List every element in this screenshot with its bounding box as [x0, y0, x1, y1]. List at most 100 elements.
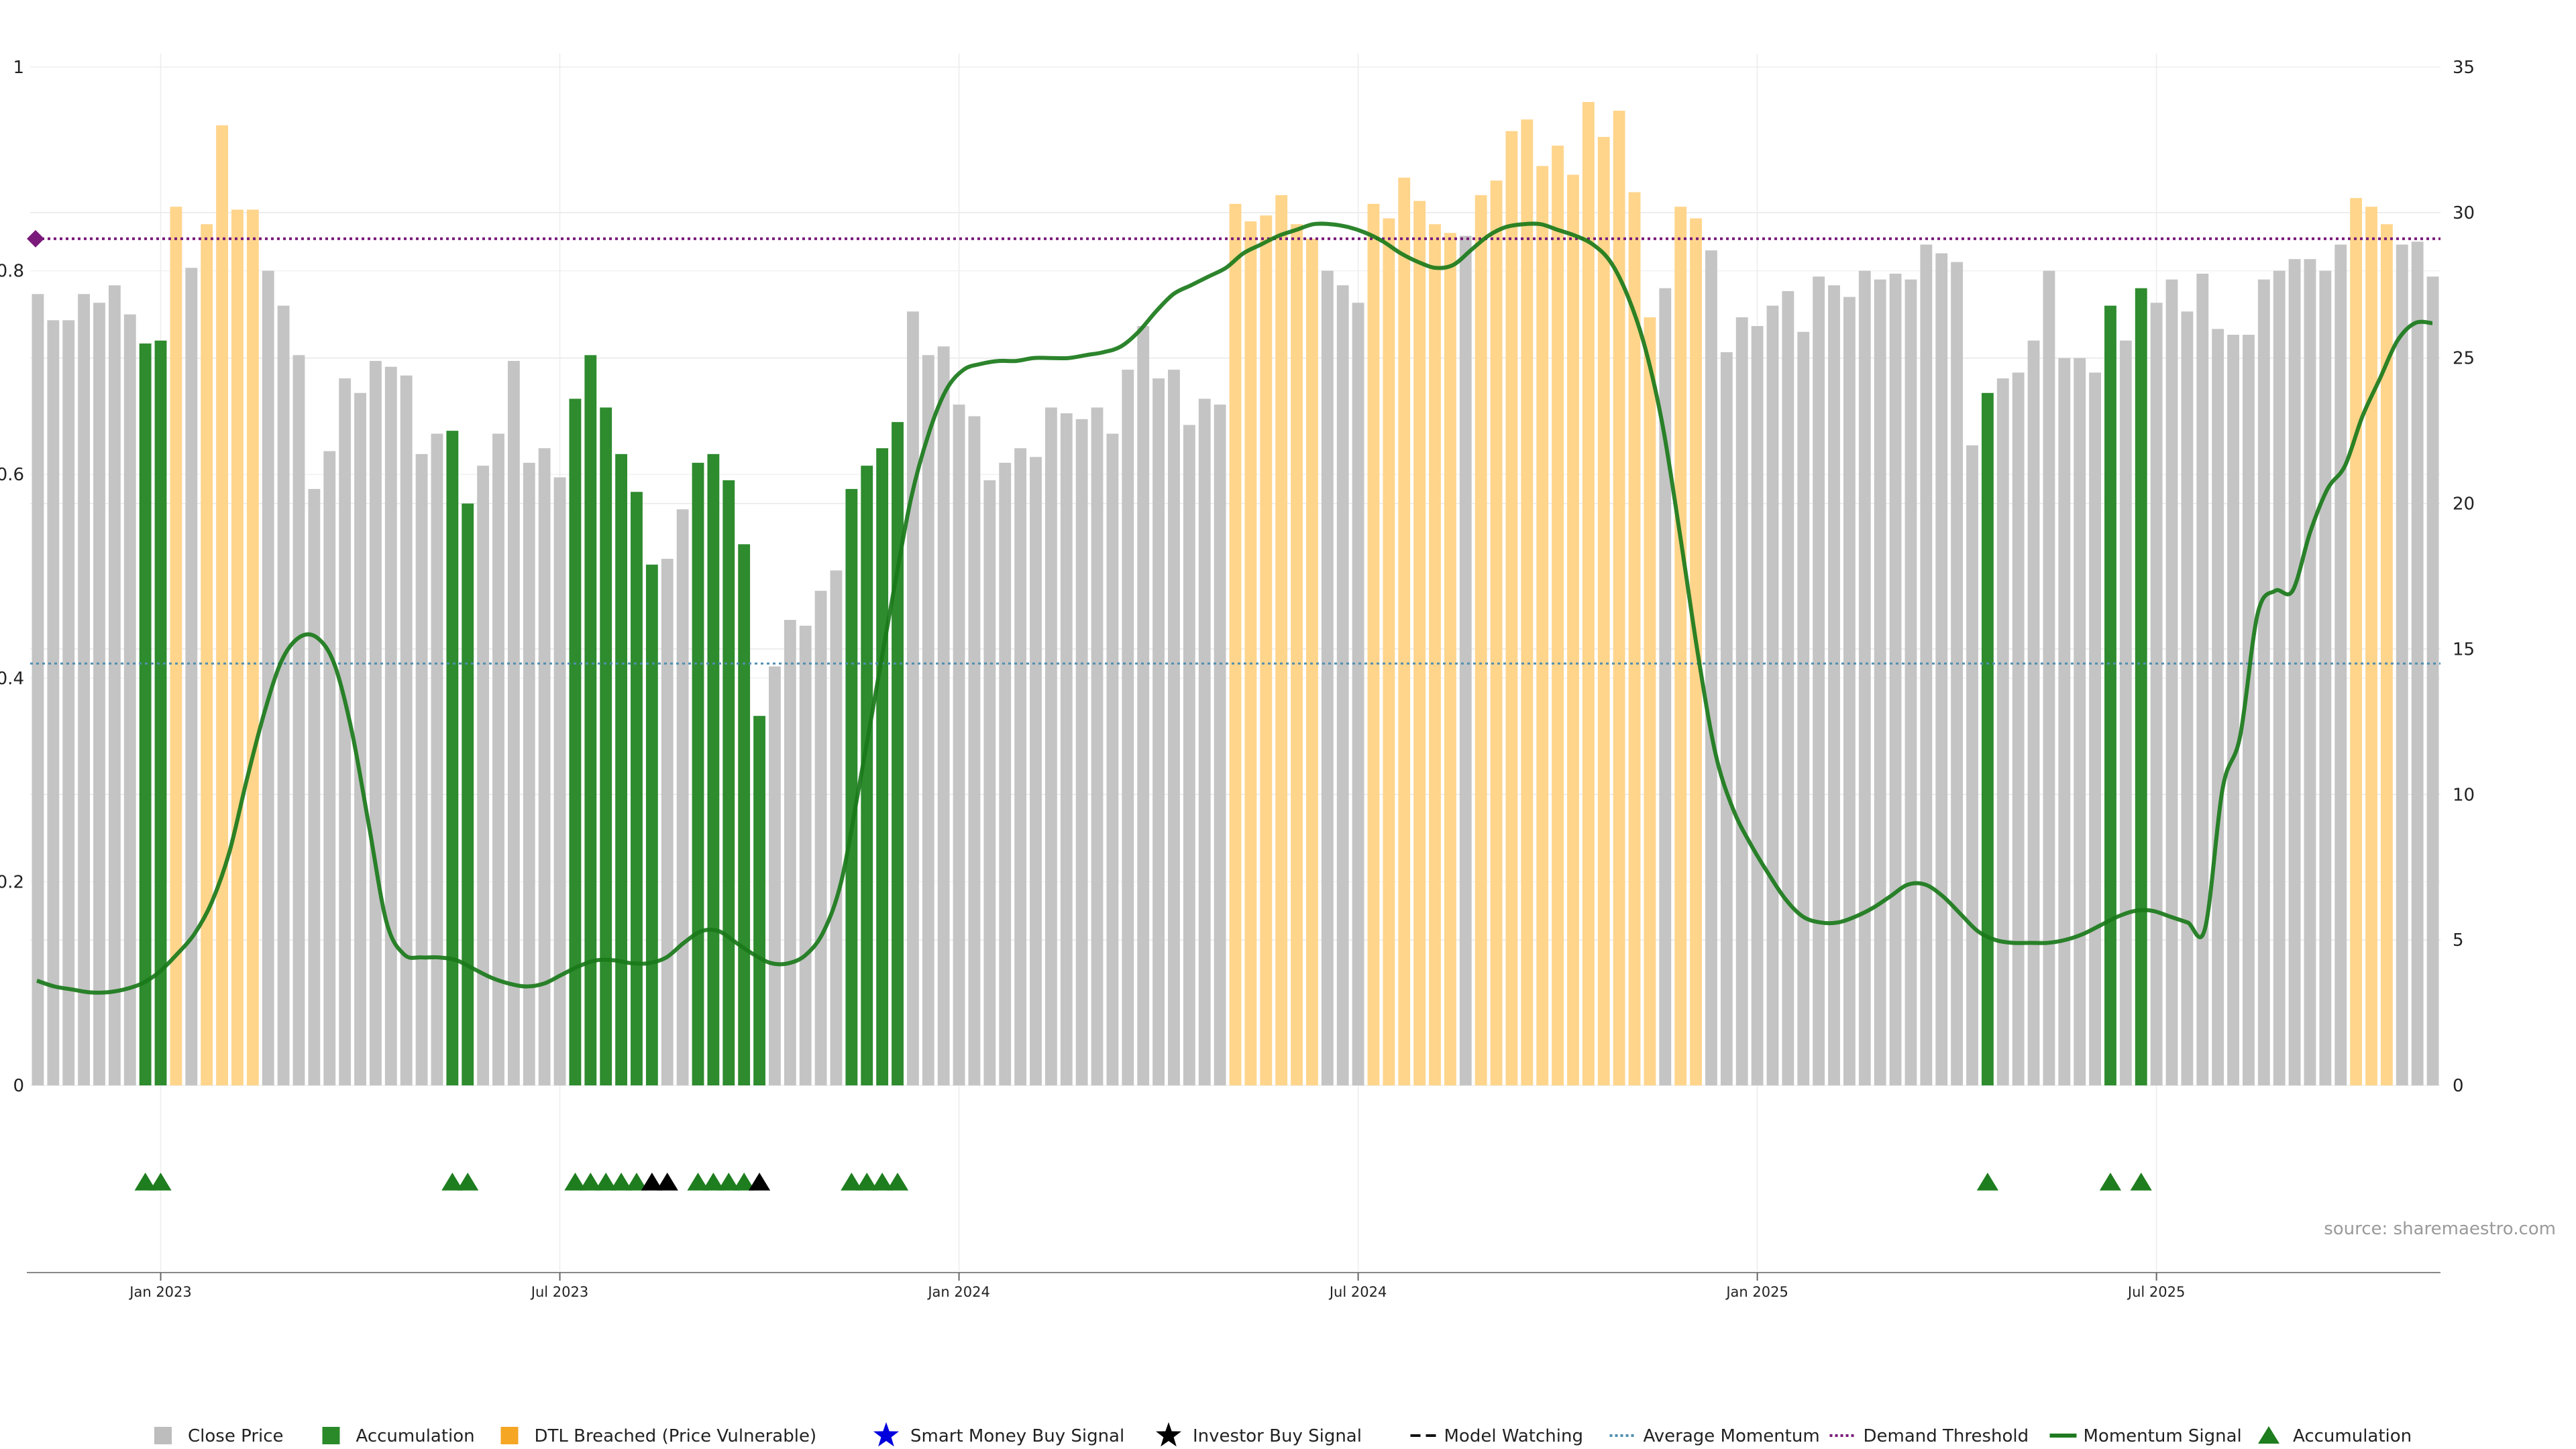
bar-dtl-breached [1490, 180, 1503, 1085]
demand-threshold-marker [27, 229, 44, 248]
bar-close-price [400, 375, 413, 1085]
bar-close-price [1336, 285, 1349, 1085]
left-axis-tick: 0.2 [0, 872, 24, 892]
bar-dtl-breached [1613, 111, 1625, 1085]
x-axis-tick: Jan 2025 [1725, 1284, 1788, 1300]
bar-accumulation [462, 503, 474, 1085]
accumulation-marker [886, 1173, 909, 1191]
left-axis-tick: 1 [13, 58, 24, 78]
bar-dtl-breached [1628, 192, 1641, 1085]
bar-close-price [983, 480, 996, 1085]
bar-close-price [507, 361, 520, 1085]
bar-dtl-breached [2365, 207, 2377, 1086]
bar-close-price [1782, 290, 1794, 1086]
bar-close-price [1996, 378, 2009, 1085]
bar-close-price [1766, 305, 1779, 1085]
bar-close-price [769, 666, 781, 1085]
bar-accumulation [753, 716, 765, 1085]
bar-dtl-breached [216, 125, 228, 1086]
legend-label: Close Price [188, 1426, 284, 1446]
bar-accumulation [446, 431, 459, 1085]
bar-close-price [922, 355, 934, 1085]
bar-close-price [354, 392, 366, 1085]
bar-close-price [1920, 244, 1933, 1085]
x-axis-tick: Jul 2025 [2127, 1284, 2185, 1300]
investor-buy-marker [748, 1173, 771, 1191]
bar-close-price [1797, 331, 1810, 1086]
bar-accumulation [615, 453, 628, 1085]
bar-close-price [553, 477, 566, 1085]
left-axis-tick: 0.8 [0, 262, 24, 282]
bar-close-price [1122, 370, 1134, 1085]
accumulation-marker [687, 1173, 709, 1191]
bar-dtl-breached [2350, 198, 2363, 1085]
bar-accumulation [1981, 392, 1994, 1085]
legend-item: Investor Buy Signal [1156, 1422, 1362, 1447]
bar-close-price [1459, 235, 1472, 1085]
bar-close-price [2273, 270, 2286, 1086]
bar-close-price [1044, 407, 1057, 1085]
right-axis-tick: 20 [2453, 494, 2475, 515]
bar-accumulation [569, 398, 582, 1085]
bar-close-price [2288, 259, 2301, 1085]
bar-dtl-breached [1429, 224, 1441, 1086]
bar-close-price [1352, 303, 1364, 1085]
bar-close-price [477, 466, 490, 1085]
bar-close-price [2089, 372, 2101, 1085]
bar-close-price [1735, 317, 1748, 1085]
accumulation-marker [733, 1173, 755, 1191]
bar-close-price [968, 416, 981, 1085]
bar-close-price [308, 488, 321, 1085]
bar-close-price [2257, 279, 2270, 1085]
bar-close-price [1813, 276, 1825, 1085]
bar-dtl-breached [1229, 203, 1242, 1086]
right-axis-tick: 30 [2453, 203, 2475, 223]
legend-label: Demand Threshold [1864, 1426, 2029, 1446]
bar-close-price [93, 303, 105, 1085]
bar-dtl-breached [201, 224, 213, 1086]
x-axis-tick: Jan 2023 [128, 1284, 192, 1300]
bar-close-price [262, 270, 274, 1086]
bar-close-price [523, 462, 535, 1085]
accumulation-marker [1976, 1173, 1998, 1191]
bar-close-price [185, 268, 198, 1085]
bar-close-price [1060, 413, 1073, 1085]
bar-dtl-breached [1597, 137, 1610, 1086]
bar-dtl-breached [170, 207, 182, 1086]
accumulation-marker [871, 1173, 894, 1191]
bar-close-price [2058, 358, 2071, 1086]
right-axis-tick: 0 [2453, 1076, 2464, 1096]
bar-close-price [47, 320, 60, 1086]
legend-label: DTL Breached (Price Vulnerable) [535, 1426, 817, 1446]
legend-swatch [154, 1427, 172, 1444]
bar-dtl-breached [1536, 166, 1549, 1086]
bar-close-price [2304, 259, 2316, 1085]
bar-dtl-breached [1244, 221, 1257, 1085]
bar-close-price [1075, 419, 1088, 1085]
legend-item: Momentum Signal [2049, 1426, 2242, 1446]
bar-close-price [953, 405, 965, 1085]
x-axis-tick: Jan 2024 [926, 1284, 990, 1300]
accumulation-marker [718, 1173, 740, 1191]
legend-item: Model Watching [1410, 1426, 1583, 1446]
legend-label: Momentum Signal [2084, 1426, 2242, 1446]
bar-close-price [784, 620, 796, 1085]
bar-close-price [370, 361, 382, 1085]
bar-close-price [277, 305, 290, 1085]
bar-close-price [415, 453, 428, 1085]
bar-close-price [2196, 273, 2209, 1086]
bar-close-price [78, 294, 91, 1085]
bar-close-price [1951, 262, 1964, 1086]
bar-close-price [1091, 407, 1104, 1085]
bar-close-price [1152, 378, 1165, 1085]
accumulation-marker [441, 1173, 464, 1191]
accumulation-marker [625, 1173, 648, 1191]
right-axis-tick: 15 [2453, 639, 2475, 659]
right-axis-tick: 5 [2453, 930, 2464, 951]
bar-dtl-breached [1444, 233, 1456, 1086]
left-axis-tick: 0.6 [0, 465, 24, 485]
legend-label: Average Momentum [1644, 1426, 1820, 1446]
x-axis-tick: Jul 2023 [530, 1284, 588, 1300]
legend-star-icon [873, 1422, 899, 1447]
